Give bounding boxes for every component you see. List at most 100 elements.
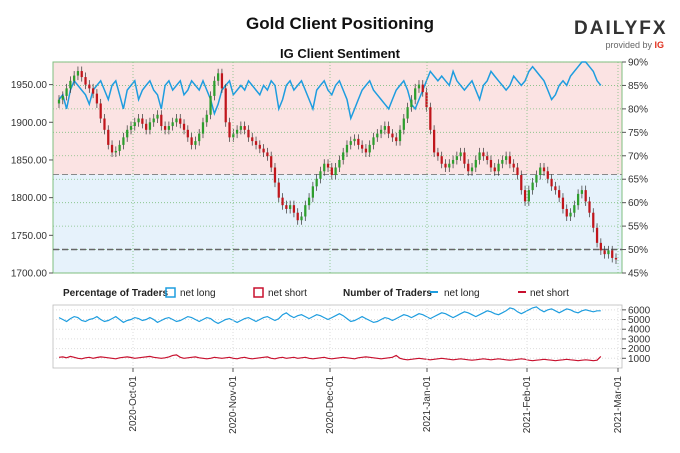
candle-body	[266, 152, 269, 157]
candle-body	[315, 178, 318, 187]
brand-sub-text: provided by	[605, 40, 652, 50]
date-tick-label: 2021-Mar-01	[613, 376, 624, 434]
candle-body	[455, 156, 458, 160]
candle-body	[319, 171, 322, 179]
candle-body	[603, 250, 606, 255]
legend-net-short-box	[253, 287, 264, 298]
candle-body	[118, 144, 121, 151]
dailyfx-logo: DAILYFX provided by IG	[574, 18, 668, 50]
candle-body	[137, 118, 140, 123]
candle-body	[470, 167, 474, 172]
candle-body	[342, 152, 345, 160]
candle-body	[531, 182, 534, 191]
candle-body	[489, 159, 493, 168]
candle-body	[247, 129, 250, 138]
candle-body	[76, 71, 80, 76]
candle-body	[110, 144, 114, 153]
candle-body	[478, 152, 481, 160]
candle-body	[565, 208, 568, 217]
pct-tick-label: 50%	[628, 245, 648, 256]
date-axis-ticks: 2020-Oct-01 2020-Nov-01 2020-Dec-01 2021-Ja…	[128, 62, 624, 434]
brand-name: DAILYFX	[574, 18, 668, 39]
candle-body	[448, 163, 451, 168]
candle-body	[190, 137, 193, 145]
candle-body	[270, 156, 273, 168]
candle-body	[383, 126, 386, 130]
candle-body	[88, 84, 91, 89]
candle-body	[391, 133, 394, 138]
count-tick-label: 6000	[628, 305, 651, 316]
candle-body	[376, 133, 379, 138]
candle-body	[497, 163, 500, 172]
date-tick-label: 2021-Jan-01	[422, 376, 433, 433]
candle-body	[334, 167, 337, 176]
candle-body	[65, 88, 68, 96]
candle-body	[292, 205, 296, 213]
candle-body	[379, 129, 383, 134]
candle-body	[205, 114, 208, 123]
candle-body	[107, 129, 110, 145]
candle-body	[311, 186, 314, 198]
candle-body	[512, 163, 515, 168]
candle-body	[436, 152, 440, 157]
candle-body	[573, 205, 576, 213]
candle-body	[209, 95, 212, 115]
candle-body	[504, 156, 508, 160]
date-tick-label: 2020-Oct-01	[128, 376, 139, 432]
candle-body	[213, 80, 216, 96]
pct-tick-label: 70%	[628, 151, 648, 162]
candle-body	[474, 159, 477, 168]
price-tick-label: 1700.00	[11, 269, 48, 280]
candle-body	[307, 197, 311, 206]
candle-body	[175, 118, 178, 123]
candle-body	[482, 152, 485, 157]
candle-body	[239, 126, 243, 130]
candle-body	[558, 190, 561, 198]
candle-body	[262, 148, 265, 153]
pct-tick-label: 45%	[628, 269, 648, 280]
candle-body	[588, 201, 591, 213]
candle-body	[99, 103, 102, 119]
candle-body	[542, 167, 546, 172]
candle-body	[126, 129, 129, 138]
candle-body	[463, 152, 466, 164]
candle-body	[539, 167, 542, 176]
candle-body	[535, 175, 538, 183]
candle-body	[345, 144, 349, 153]
candle-body	[167, 126, 171, 130]
candle-body	[338, 159, 341, 168]
candle-body	[182, 123, 186, 130]
candle-body	[228, 122, 231, 138]
candle-body	[148, 122, 152, 130]
date-tick-label: 2020-Dec-01	[325, 376, 336, 434]
candle-body	[459, 152, 462, 157]
candle-body	[273, 167, 277, 183]
price-panel-frame	[52, 61, 623, 274]
candle-body	[398, 129, 402, 142]
candle-body	[103, 118, 106, 130]
candle-body	[122, 137, 125, 145]
gold-price-candles	[57, 66, 618, 264]
candle-body	[349, 141, 352, 145]
candle-body	[163, 126, 167, 130]
candle-body	[451, 159, 455, 164]
candle-body	[387, 126, 390, 134]
lower-sentiment-band	[53, 174, 622, 273]
candle-body	[73, 75, 76, 81]
candle-body	[361, 144, 364, 149]
candle-body	[486, 156, 489, 160]
candle-body	[198, 133, 201, 142]
ig-mark: IG	[654, 40, 664, 50]
candle-body	[406, 107, 409, 119]
candle-body	[160, 114, 163, 127]
candle-body	[84, 77, 87, 85]
candle-body	[323, 163, 326, 172]
candle-body	[330, 167, 333, 176]
legend-num-long: net long	[444, 288, 480, 299]
candle-body	[254, 141, 258, 145]
pct-tick-label: 75%	[628, 128, 648, 139]
candle-body	[611, 250, 614, 258]
candle-body	[353, 138, 356, 142]
